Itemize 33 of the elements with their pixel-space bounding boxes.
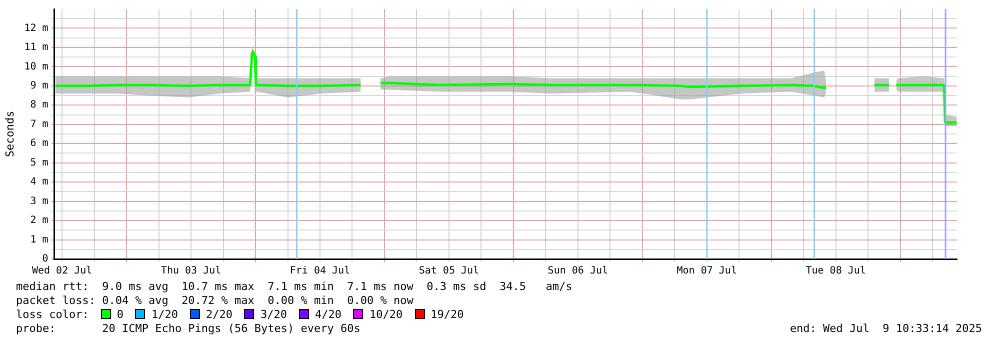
x-tick-label: Mon 07 Jul xyxy=(676,266,737,277)
text: median rtt: 9.0 ms avg 10.7 ms max 7.1 ms min 7.1 ms now 0.3 ms sd 34.5 am/s xyxy=(16,280,574,294)
x-tick-label: Sat 05 Jul xyxy=(418,266,480,277)
y-tick-label: 12 m xyxy=(24,22,48,34)
y-axis-title: Seconds xyxy=(3,110,16,158)
y-tick-label: 9 m xyxy=(30,80,48,92)
legend-title: loss color: xyxy=(16,308,89,321)
legend-label: 10/20 xyxy=(369,308,403,321)
x-tick-label: Tue 08 Jul xyxy=(806,266,866,277)
x-tick-label: Thu 03 Jul xyxy=(160,266,222,277)
legend-label: 0 xyxy=(116,308,124,321)
y-tick-label: 0 xyxy=(42,254,48,265)
text: end: Wed Jul 9 10:33:14 2025 xyxy=(790,322,982,336)
y-tick-label: 6 m xyxy=(30,138,48,150)
text: probe: 20 ICMP Echo Pings (56 Bytes) every 60s xyxy=(16,322,360,336)
y-tick-label: 2 m xyxy=(30,215,48,226)
x-tick-label: Wed 02 Jul xyxy=(32,266,92,277)
text: packet loss: 0.04 % avg 20.72 % max 0.00 % min 0.00 % now xyxy=(16,294,414,308)
legend-label: 2/20 xyxy=(206,308,232,321)
legend-label: 19/20 xyxy=(430,308,464,321)
x-tick-label: Sun 06 Jul xyxy=(548,266,608,277)
y-tick-label: 7 m xyxy=(30,118,48,130)
legend-label: 4/20 xyxy=(314,308,342,321)
y-tick-label: 11 m xyxy=(24,42,48,54)
y-tick-label: 8 m xyxy=(30,100,48,111)
legend-label: 3/20 xyxy=(260,308,287,321)
x-tick-label: Fri 04 Jul xyxy=(290,266,350,277)
y-tick-label: 3 m xyxy=(30,196,48,207)
y-tick-label: 5 m xyxy=(30,157,48,168)
legend-label: 1/20 xyxy=(151,308,178,321)
y-tick-label: 4 m xyxy=(30,176,48,188)
y-tick-label: 1 m xyxy=(30,234,48,246)
y-tick-label: 10 m xyxy=(24,61,48,72)
